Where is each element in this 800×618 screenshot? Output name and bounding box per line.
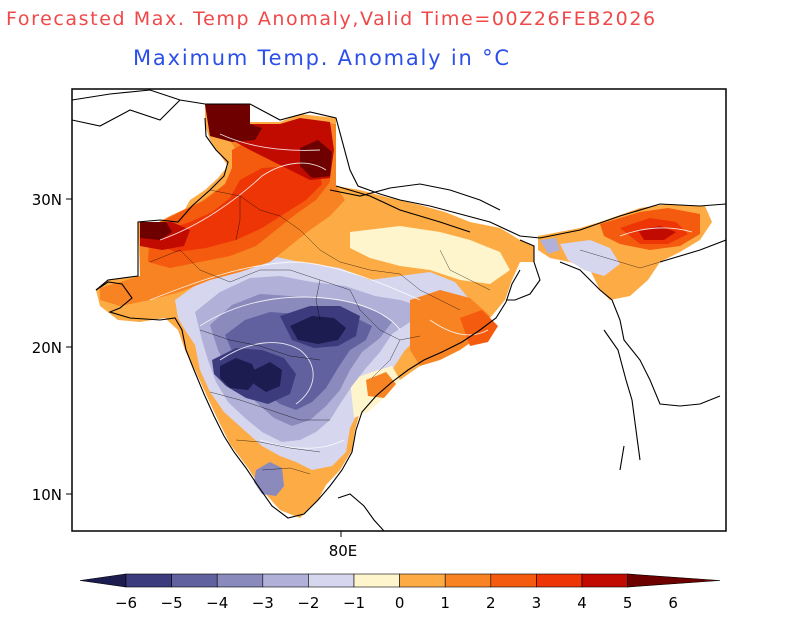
anomaly-region-near-zero [350, 226, 510, 284]
state-boundaries [149, 189, 661, 475]
border-afghanistan [72, 99, 181, 127]
country-boundaries [72, 89, 726, 531]
axis-ticks [66, 198, 342, 537]
figure-title: Forecasted Max. Temp Anomaly,Valid Time=… [6, 8, 657, 30]
colorbar-box [353, 573, 400, 588]
anomaly-core-hot-kashmir [205, 104, 262, 142]
contour-lines [149, 133, 693, 449]
colorbar-label: 1 [440, 594, 450, 612]
border-north [72, 89, 726, 239]
colorbar-label: 2 [486, 594, 496, 612]
colorbar-box [216, 573, 264, 588]
colorbar-label: 0 [395, 594, 405, 612]
coastline-india [95, 269, 521, 519]
colorbar-label: 4 [577, 594, 587, 612]
figure-subtitle: Maximum Temp. Anomaly in °C [133, 46, 511, 70]
border-myanmar [559, 261, 721, 407]
colorbar-box [536, 573, 583, 588]
anomaly-core-cold-center [254, 362, 282, 392]
border-bangladesh [506, 239, 541, 301]
colorbar-label: −1 [343, 594, 365, 612]
border-china-southeast [659, 239, 726, 263]
map-frame [71, 88, 727, 532]
colorbar-label: −6 [115, 594, 137, 612]
colorbar-high-triangle [627, 573, 721, 588]
coastline-sri-lanka [337, 493, 385, 531]
anomaly-region-warm-east [410, 290, 490, 366]
colorbar-label: −4 [206, 594, 228, 612]
border-tibet [329, 183, 501, 211]
colorbar-box [125, 573, 172, 588]
colorbar-label: −3 [252, 594, 274, 612]
anomaly-field [72, 89, 726, 531]
anomaly-core-hot-nw [140, 222, 172, 240]
colorbar-label: 5 [623, 594, 633, 612]
colorbar-box [490, 573, 537, 588]
colorbar-box [308, 573, 355, 588]
lon-label-80e: 80E [329, 542, 358, 560]
anomaly-region-cool-northeast [560, 240, 620, 276]
colorbar-box [262, 573, 309, 588]
anomaly-core-cold-west [220, 358, 258, 390]
anomaly-core-cold-east [290, 316, 346, 344]
border-nepal [335, 185, 471, 233]
lat-label-10n: 10N [32, 486, 62, 504]
colorbar-label: −2 [297, 594, 319, 612]
colorbar-low-triangle [79, 573, 127, 588]
colorbar-box [581, 573, 628, 588]
colorbar-label: 6 [668, 594, 678, 612]
border-pakistan [95, 117, 229, 291]
colorbar-label: 3 [532, 594, 542, 612]
lat-label-20n: 20N [32, 339, 62, 357]
anomaly-region-hot-north [160, 166, 322, 252]
colorbar-box [444, 573, 492, 588]
colorbar-box [399, 573, 446, 588]
anomaly-core-hot-arunachal [638, 226, 676, 240]
colorbar-label: −5 [161, 594, 183, 612]
colorbar: −6 −5 −4 −3 −2 −1 0 1 2 3 4 5 6 [79, 573, 721, 612]
colorbar-box [171, 573, 218, 588]
coastline-myanmar [603, 329, 641, 461]
coastline-andaman [619, 445, 625, 471]
anomaly-region-cool-bangladesh [540, 238, 560, 254]
anomaly-region-kerala-cool [254, 462, 284, 496]
lat-label-30n: 30N [32, 191, 62, 209]
anomaly-region-warm-coast [366, 372, 396, 398]
